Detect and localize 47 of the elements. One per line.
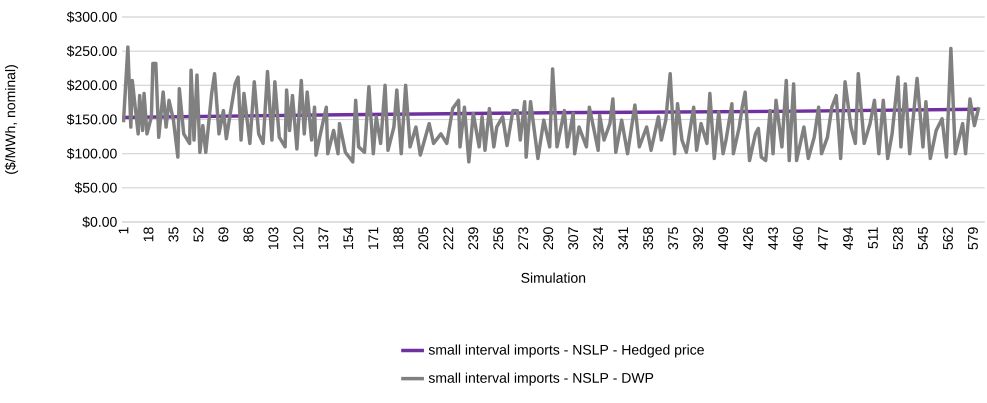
x-tick-label: 103	[268, 227, 278, 249]
x-tick-label: 86	[243, 227, 254, 242]
line-series	[122, 45, 981, 164]
x-tick-label: 392	[693, 227, 704, 250]
x-tick-label: 273	[518, 227, 528, 250]
x-tick-label: 205	[418, 227, 428, 250]
x-tick-label: 528	[893, 227, 903, 250]
x-tick-label: 307	[568, 227, 578, 250]
x-tick-label: 426	[743, 227, 754, 250]
y-tick-label: $50.00	[74, 182, 117, 194]
x-tick-label: 358	[643, 227, 654, 250]
x-tick-label: 18	[144, 227, 154, 242]
x-tick-label: 545	[918, 227, 928, 250]
x-axis-title: Simulation	[521, 272, 586, 283]
x-tick-label: 579	[968, 227, 978, 250]
x-tick-label: 341	[618, 227, 628, 250]
x-tick-label: 511	[868, 227, 878, 248]
x-tick-label: 290	[543, 227, 554, 250]
x-tick-label: 120	[293, 227, 304, 249]
x-tick-label: 137	[318, 227, 328, 249]
x-tick-label: 460	[793, 227, 804, 250]
x-tick-label: 154	[343, 227, 354, 249]
x-tick-label: 256	[493, 227, 504, 250]
x-tick-label: 494	[843, 227, 853, 250]
x-tick-label: 222	[443, 227, 454, 250]
legend-label: small interval imports - NSLP - DWP	[428, 372, 654, 386]
x-tick-label: 35	[168, 227, 178, 242]
y-tick-label: $0.00	[82, 216, 117, 228]
x-tick-label: 562	[943, 227, 953, 250]
x-tick-label: 324	[593, 227, 604, 250]
x-tick-label: 239	[468, 227, 478, 250]
x-tick-label: 52	[193, 227, 204, 242]
x-tick-label: 1	[118, 227, 128, 234]
x-tick-label: 375	[668, 227, 678, 250]
x-tick-label: 188	[393, 227, 404, 249]
y-tick-label: $100.00	[66, 148, 117, 160]
y-tick-label: $250.00	[66, 46, 117, 57]
y-axis-title: ($/MWh, nominal)	[4, 65, 18, 174]
x-tick-label: 443	[768, 227, 778, 250]
x-tick-label: 477	[818, 227, 828, 250]
x-tick-label: 171	[368, 227, 378, 249]
x-tick-label: 409	[718, 227, 728, 250]
y-tick-label: $300.00	[66, 11, 117, 23]
y-tick-label: $200.00	[66, 80, 117, 91]
legend-label: small interval imports - NSLP - Hedged price	[428, 344, 704, 358]
y-tick-label: $150.00	[66, 114, 117, 126]
x-tick-label: 69	[218, 227, 228, 242]
